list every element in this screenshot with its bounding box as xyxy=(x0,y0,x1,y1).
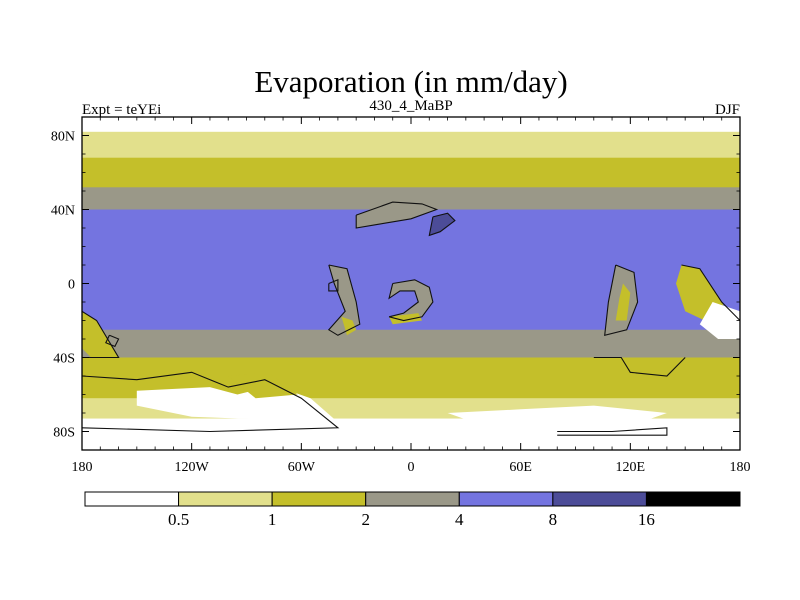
zonal-band-3 xyxy=(82,187,740,210)
patch-far-east-dry-core xyxy=(699,302,740,339)
colorbar-box xyxy=(552,491,647,507)
colorbar-label: 8 xyxy=(549,510,558,529)
patch-west-continent-strip xyxy=(328,265,360,336)
coastline-7 xyxy=(82,371,340,433)
colorbar-label: 2 xyxy=(361,510,370,529)
zonal-band-6 xyxy=(82,357,740,381)
x-tick-label: 120W xyxy=(175,460,210,475)
left-string: Expt = teYEi xyxy=(82,102,161,118)
y-tick-label: 40N xyxy=(51,204,75,219)
colorbar: 0.5 1 2 4 8 16 xyxy=(84,491,741,529)
colorbar-label: 4 xyxy=(455,510,464,529)
coastline-1 xyxy=(428,212,456,237)
coastline-2 xyxy=(327,264,361,336)
coastline-10 xyxy=(557,427,668,436)
coastline-3 xyxy=(388,279,434,322)
x-tick-label: 0 xyxy=(408,460,415,475)
coastline-0 xyxy=(355,201,439,229)
patch-south-east-dry xyxy=(447,405,667,426)
regional-patches-layer xyxy=(82,202,740,426)
colorbar-label: 16 xyxy=(638,510,655,529)
patch-ring-continent xyxy=(389,279,433,321)
zonal-band-1 xyxy=(82,131,740,159)
y-tick-label: 0 xyxy=(68,278,75,293)
y-tick-label: 40S xyxy=(53,352,75,367)
x-tick-label: 180 xyxy=(730,460,751,475)
chart-title: Evaporation (in mm/day) xyxy=(254,64,567,99)
patch-north-lake xyxy=(429,213,455,236)
patch-ring-continent-dry-edge xyxy=(389,313,422,325)
center-string: 430_4_MaBP xyxy=(369,98,452,114)
map-plot-area xyxy=(82,117,740,450)
colorbar-box xyxy=(271,491,367,507)
colorbar-box xyxy=(645,491,741,507)
coastline-11 xyxy=(593,356,686,377)
y-tick-label: 80N xyxy=(51,130,75,145)
colorbar-box xyxy=(84,491,180,507)
x-tick-label: 120E xyxy=(616,460,646,475)
colorbar-box xyxy=(178,491,273,507)
x-tick-label: 60W xyxy=(288,460,316,475)
coastline-5 xyxy=(681,264,740,321)
zonal-band-0 xyxy=(82,117,740,133)
zonal-band-2 xyxy=(82,157,740,188)
coastline-4 xyxy=(604,264,639,337)
x-axis: 180 120W 60W 0 60E 120E 180 xyxy=(72,117,751,475)
colorbar-box xyxy=(458,491,554,507)
coastline-layer xyxy=(82,201,740,436)
patch-east-continent-dry-core xyxy=(615,283,631,321)
colorbar-box xyxy=(365,491,460,507)
y-tick-label: 80S xyxy=(53,426,75,441)
right-string: DJF xyxy=(715,102,740,118)
patch-west-edge-land xyxy=(82,311,119,358)
y-axis: 80N 40N 0 40S 80S xyxy=(51,130,740,441)
coastline-8 xyxy=(105,334,120,348)
x-tick-label: 180 xyxy=(72,460,93,475)
colorbar-label: 1 xyxy=(268,510,277,529)
colorbar-label: 0.5 xyxy=(168,510,189,529)
patch-west-continent-dry-core xyxy=(341,316,357,336)
patch-south-continent-ridge xyxy=(228,372,298,399)
x-tick-label: 60E xyxy=(509,460,532,475)
coastline-9 xyxy=(328,278,339,292)
patch-north-continent xyxy=(356,202,437,228)
zonal-band-5 xyxy=(82,329,740,358)
